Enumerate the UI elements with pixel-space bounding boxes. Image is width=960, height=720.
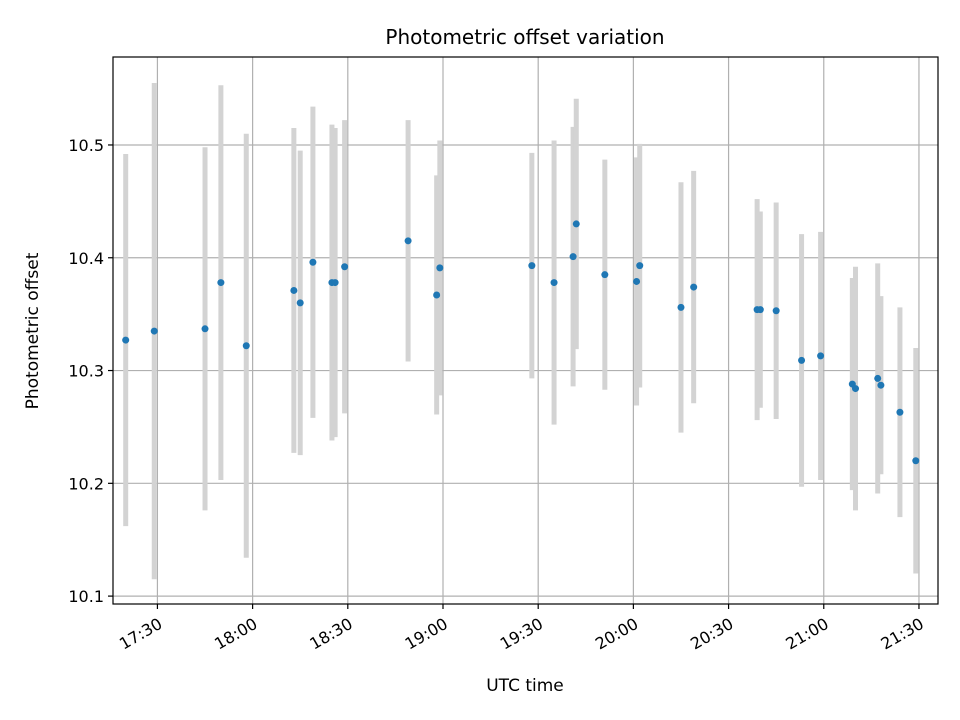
data-point [633, 277, 641, 285]
data-point [217, 279, 225, 287]
plot-frame [112, 56, 939, 605]
x-tick-label: 21:30 [878, 614, 927, 654]
data-point [852, 385, 859, 393]
data-point [290, 286, 298, 294]
data-point [296, 299, 304, 307]
y-tick-label: 10.2 [68, 474, 104, 493]
data-point [601, 271, 609, 279]
data-point [341, 263, 349, 271]
y-tick-label: 10.1 [68, 587, 104, 606]
data-point [636, 262, 644, 270]
y-tick-label: 10.5 [68, 136, 104, 155]
data-point [569, 253, 577, 261]
data-point [874, 374, 882, 382]
y-axis-title: Photometric offset [23, 252, 43, 409]
x-tick-label: 17:30 [116, 614, 165, 654]
data-point [798, 356, 806, 364]
grid [113, 57, 938, 604]
data-point [677, 303, 685, 311]
error-bars [123, 82, 919, 580]
data-point [122, 336, 130, 344]
data-points [122, 220, 920, 465]
data-point [550, 279, 558, 287]
x-tick-label: 19:00 [402, 614, 451, 654]
data-point [817, 352, 825, 360]
x-tick-label: 20:00 [592, 614, 641, 654]
data-point [309, 258, 317, 266]
x-tick-label: 18:30 [306, 614, 355, 654]
data-point [528, 262, 536, 270]
data-point [912, 457, 920, 465]
data-point [436, 264, 444, 272]
data-point [756, 306, 764, 314]
x-tick-label: 18:00 [211, 614, 260, 654]
x-tick-label: 19:30 [497, 614, 546, 654]
x-axis-title: UTC time [486, 676, 564, 696]
data-point [772, 307, 780, 315]
data-point [572, 220, 580, 228]
data-point [201, 325, 209, 333]
data-point [404, 237, 412, 245]
y-axis: 10.1 10.2 10.3 10.4 10.5 [68, 136, 113, 606]
data-point [433, 291, 441, 299]
data-point [331, 279, 339, 287]
x-tick-label: 21:00 [782, 614, 831, 654]
x-axis: 17:30 18:00 18:30 19:00 19:30 20:00 20:30 21:00… [116, 604, 927, 654]
y-tick-label: 10.3 [68, 362, 104, 381]
data-point [896, 408, 904, 416]
data-point [150, 327, 158, 335]
y-tick-label: 10.4 [68, 249, 104, 268]
chart-title: Photometric offset variation [385, 25, 664, 49]
x-tick-label: 20:30 [687, 614, 736, 654]
data-point [242, 342, 250, 350]
data-point [877, 381, 885, 389]
data-point [690, 283, 698, 291]
